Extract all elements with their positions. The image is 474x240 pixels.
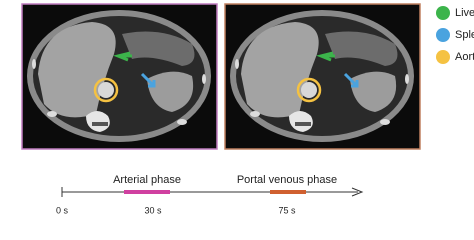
phase-label: Arterial phase [113,174,181,186]
legend-label: Liver [455,7,474,19]
ct-image-arterial [21,3,218,150]
arterial-segment [124,190,170,194]
time-tick-label: 30 s [144,205,162,215]
legend-label: Aorta [455,51,474,63]
legend-swatch [436,28,450,42]
timeline-arrowhead [351,187,364,197]
legend-swatch [436,6,450,20]
time-tick-label: 0 s [56,205,69,215]
portal-venous-segment [270,190,306,194]
page: {"legend": {"items": [{"label": "Liver"}… [21,3,474,216]
legend-label: Spleen [455,29,474,41]
ct-image-portal-venous [224,3,421,150]
figure: Liver Spleen Aorta Arterial phase Portal… [21,3,474,215]
legend-swatch [436,50,450,64]
timeline: Arterial phase Portal venous phase 0 s 3… [56,174,364,215]
phase-label: Portal venous phase [237,174,337,186]
time-tick-label: 75 s [278,205,296,215]
legend: Liver Spleen Aorta [436,6,474,64]
